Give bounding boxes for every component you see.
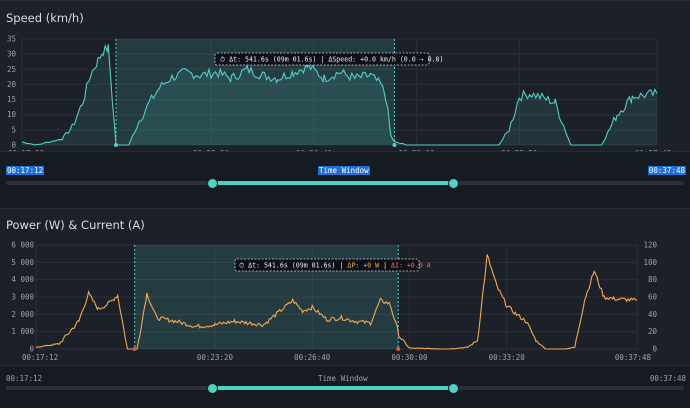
tooltip-text: ⏱ Δt: 541.6s (09m 01.6s) | ΔP: +0 W | ΔI… <box>239 262 431 270</box>
series-line <box>21 43 658 146</box>
power-range-selected[interactable] <box>212 386 453 390</box>
selection-end-marker <box>396 347 401 351</box>
tooltip-main: ⏱ Δt: 541.6s (09m 01.6s) | <box>239 262 347 270</box>
speed-range-start-label: 00:17:12 <box>6 166 45 175</box>
speed-range-end-handle[interactable] <box>448 178 459 189</box>
x-tick-label: 00:17:12 <box>22 353 58 362</box>
tooltip-separator: | <box>383 262 391 270</box>
power-delta-tooltip: ⏱ Δt: 541.6s (09m 01.6s) | ΔP: +0 W | ΔI… <box>234 258 431 272</box>
power-chart-panel: Power (W) & Current (A) 6 000 5 000 4 000 3… <box>0 208 690 366</box>
y-tick-label: 5 <box>11 125 16 134</box>
y-tick-label: 4 000 <box>11 275 34 284</box>
power-range-start-handle[interactable] <box>207 383 218 394</box>
x-tick-label: 00:37:48 <box>635 149 672 151</box>
power-range-title: Time Window <box>318 374 368 383</box>
speed-time-window-slider: 00:17:12 Time Window 00:37:48 <box>0 160 690 200</box>
y-right-tick-label: 20 <box>648 327 658 336</box>
tooltip-current-delta: ΔI: +0.0 A <box>391 262 431 270</box>
y-tick-label: 2 000 <box>11 310 34 319</box>
series-area <box>22 44 657 145</box>
tooltip-box <box>234 258 420 272</box>
y-tick-label: 25 <box>7 65 16 74</box>
y-right-tick-label: 60 <box>648 293 658 302</box>
tooltip-power-delta: ΔP: +0 W <box>347 262 383 270</box>
selection-start-marker <box>132 347 137 351</box>
speed-range-end-label: 00:37:48 <box>647 166 686 175</box>
y-right-tick-label: 100 <box>643 258 657 267</box>
y-right-tick-label: 120 <box>643 241 657 250</box>
power-range-start-label: 00:17:12 <box>6 374 43 383</box>
x-tick-label: 00:33:20 <box>489 353 526 362</box>
y-tick-label: 35 <box>7 35 16 44</box>
selection-end-marker <box>392 143 397 147</box>
x-tick-label: 00:23:20 <box>197 353 234 362</box>
x-tick-label: 00:30:00 <box>391 353 428 362</box>
x-tick-label: 00:37:48 <box>615 353 652 362</box>
x-tick-label: 00:26:40 <box>296 149 333 151</box>
y-tick-label: 1 000 <box>11 327 34 336</box>
y-right-tick-label: 40 <box>648 310 658 319</box>
tooltip-box <box>214 52 430 66</box>
tooltip-text: ⏱ Δt: 541.6s (09m 01.6s) | ΔSpeed: +0.0 … <box>220 56 443 64</box>
x-tick-label: 00:30:00 <box>399 149 436 151</box>
power-chart[interactable]: 6 000 5 000 4 000 3 000 2 000 1 000 0 120 100 80 6… <box>0 209 690 365</box>
y-right-tick-label: 80 <box>648 275 658 284</box>
speed-range-selected[interactable] <box>212 181 453 185</box>
y-tick-label: 5 000 <box>11 258 34 267</box>
speed-delta-tooltip: ⏱ Δt: 541.6s (09m 01.6s) | ΔSpeed: +0.0 … <box>214 52 443 66</box>
speed-chart-panel: Speed (km/h) 35 30 25 20 15 10 5 000:17:12 00:23… <box>0 0 690 152</box>
y-tick-label: 0 <box>29 345 34 354</box>
speed-range-start-handle[interactable] <box>207 178 218 189</box>
power-range-end-label: 00:37:48 <box>649 374 686 383</box>
speed-chart[interactable]: 35 30 25 20 15 10 5 000:17:12 00:23:20 00:26:40 00… <box>0 1 690 152</box>
y-tick-label: 3 000 <box>11 293 34 302</box>
y-right-tick-label: 0 <box>652 345 657 354</box>
x-tick-label: 00:17:12 <box>8 149 44 151</box>
selection-start-marker <box>114 143 119 147</box>
y-tick-label: 30 <box>7 50 17 59</box>
speed-range-title: Time Window <box>318 166 370 175</box>
x-tick-label: 00:33:20 <box>501 149 538 151</box>
y-tick-label: 0 <box>11 141 16 150</box>
speed-chart-title: Speed (km/h) <box>6 11 84 25</box>
power-time-window-slider: 00:17:12 Time Window 00:37:48 <box>0 368 690 408</box>
y-tick-label: 20 <box>7 80 17 89</box>
y-tick-label: 15 <box>7 95 16 104</box>
y-tick-label: 10 <box>7 110 17 119</box>
x-tick-label: 00:23:20 <box>193 149 230 151</box>
x-tick-label: 00:26:40 <box>294 353 331 362</box>
y-tick-label: 6 000 <box>11 241 34 250</box>
power-range-end-handle[interactable] <box>448 383 459 394</box>
power-chart-title: Power (W) & Current (A) <box>6 218 145 232</box>
